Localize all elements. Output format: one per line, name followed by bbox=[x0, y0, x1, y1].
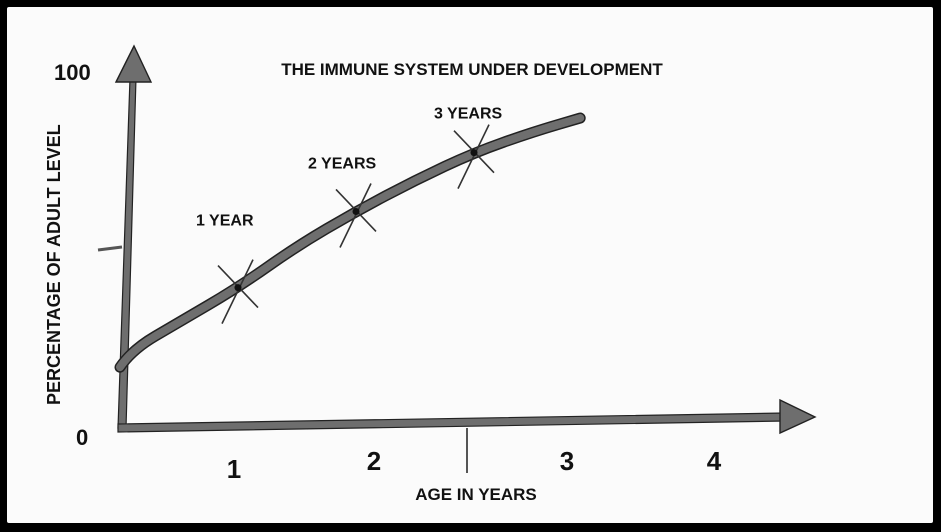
chart-title: THE IMMUNE SYSTEM UNDER DEVELOPMENT bbox=[281, 60, 663, 79]
y-axis-arrowhead bbox=[114, 44, 153, 83]
y-tick-label-0: 0 bbox=[76, 425, 88, 450]
milestone-label-2: 2 YEARS bbox=[308, 155, 377, 172]
y-axis-label: PERCENTAGE OF ADULT LEVEL bbox=[44, 124, 64, 405]
milestone-label-1: 1 YEAR bbox=[196, 213, 254, 230]
milestone-marker-1 bbox=[217, 259, 259, 324]
y-axis bbox=[117, 77, 137, 429]
milestone-label-3: 3 YEARS bbox=[434, 106, 503, 123]
x-axis-arrowhead bbox=[779, 398, 817, 435]
milestone-marker-2 bbox=[335, 183, 377, 248]
y-axis-stray-mark bbox=[97, 245, 123, 252]
development-curve bbox=[116, 114, 585, 372]
chart-frame bbox=[7, 7, 933, 523]
x-tick-label-1: 1 bbox=[227, 454, 241, 484]
x-tick-label-3: 3 bbox=[560, 446, 574, 476]
y-tick-label-100: 100 bbox=[54, 60, 91, 85]
x-tick-label-2: 2 bbox=[367, 446, 381, 476]
x-tick-label-4: 4 bbox=[707, 446, 722, 476]
x-axis-label: AGE IN YEARS bbox=[415, 485, 537, 504]
x-axis bbox=[117, 412, 786, 433]
milestone-marker-3 bbox=[453, 124, 495, 190]
